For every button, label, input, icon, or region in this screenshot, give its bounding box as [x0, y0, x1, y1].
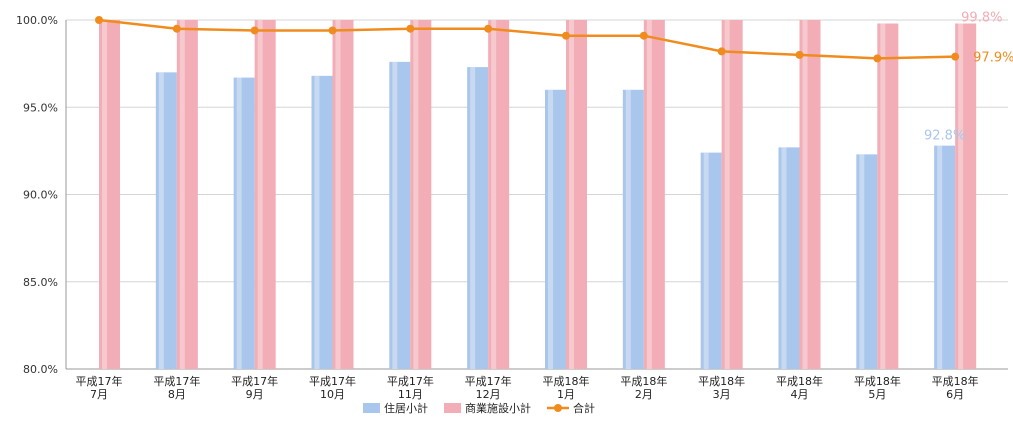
- total-line-point: [951, 52, 960, 61]
- x-tick-label: 平成18年 1月: [543, 374, 590, 401]
- x-tick-label: 平成18年 5月: [854, 374, 901, 401]
- bar-commercial: [488, 20, 510, 369]
- bar-commercial: [721, 20, 743, 369]
- legend-item: 商業施設小計: [444, 401, 531, 415]
- bar-commercial: [643, 20, 665, 369]
- x-tick-label: 平成17年 10月: [309, 374, 356, 401]
- bar-residential: [700, 152, 722, 369]
- x-tick-label: 平成18年 6月: [932, 374, 979, 401]
- legend-label: 合計: [573, 401, 595, 415]
- bar-commercial: [254, 20, 276, 369]
- bars: [99, 20, 977, 370]
- bar-commercial: [877, 23, 899, 370]
- legend-item: 合計: [547, 401, 595, 415]
- total-line-point: [484, 24, 493, 33]
- total-line-point: [639, 31, 648, 40]
- data-label: 92.8%: [924, 129, 965, 144]
- bar-commercial: [799, 20, 821, 369]
- y-axis-tick-labels: 100.0% 95.0% 90.0% 85.0% 80.0%: [16, 14, 58, 376]
- y-tick-label: 95.0%: [23, 101, 58, 114]
- bar-residential: [778, 147, 800, 369]
- x-tick-label: 平成17年 12月: [465, 374, 512, 401]
- bar-commercial: [955, 23, 977, 370]
- bar-residential: [856, 154, 878, 369]
- bar-residential: [155, 72, 177, 369]
- total-line-point: [172, 24, 181, 33]
- total-line-point: [406, 24, 415, 33]
- x-tick-label: 平成17年 8月: [153, 374, 200, 401]
- legend-label: 住居小計: [384, 401, 428, 415]
- total-line-point: [562, 31, 570, 40]
- bar-residential: [467, 67, 489, 370]
- bar-residential: [934, 145, 956, 369]
- legend: 住居小計 商業施設小計 合計: [363, 401, 595, 415]
- total-line-point: [873, 54, 882, 63]
- y-tick-label: 100.0%: [16, 14, 58, 27]
- bar-commercial: [410, 20, 432, 369]
- y-tick-label: 85.0%: [23, 276, 58, 289]
- x-tick-label: 平成17年 11月: [387, 374, 434, 401]
- x-tick-label: 平成18年 2月: [620, 374, 667, 401]
- total-line-point: [328, 26, 337, 35]
- total-line-point: [795, 50, 804, 59]
- x-axis-tick-labels: 平成17年 7月 平成17年 8月 平成17年 9月 平成17年 10月 平成17年 11月 平成1…: [76, 374, 979, 401]
- bar-residential: [389, 61, 411, 369]
- x-tick-label: 平成18年 3月: [698, 374, 745, 401]
- bar-residential: [233, 77, 255, 370]
- grid: [65, 19, 1008, 370]
- x-tick-label: 平成17年 9月: [231, 374, 278, 401]
- total-line-point: [250, 26, 259, 35]
- data-label: 97.9%: [973, 51, 1013, 66]
- bar-commercial: [332, 20, 354, 369]
- legend-label: 商業施設小計: [465, 401, 531, 415]
- total-line: [95, 16, 960, 63]
- bar-residential: [622, 89, 644, 370]
- y-tick-label: 80.0%: [23, 363, 58, 376]
- bar-residential: [311, 75, 333, 369]
- legend-item: 住居小計: [363, 401, 428, 415]
- y-tick-label: 90.0%: [23, 189, 58, 202]
- data-label: 99.8%: [961, 10, 1002, 25]
- x-tick-label: 平成18年 4月: [776, 374, 823, 401]
- data-labels: 99.8% 97.9% 92.8%: [924, 10, 1013, 143]
- bar-commercial: [566, 20, 587, 369]
- total-line-point: [95, 16, 103, 24]
- total-line-point: [717, 47, 726, 56]
- legend-swatch: [444, 403, 461, 413]
- bar-commercial: [99, 20, 120, 369]
- bar-commercial: [176, 20, 198, 369]
- total-line-path: [98, 18, 956, 60]
- bar-residential: [545, 89, 566, 370]
- legend-swatch: [363, 403, 380, 413]
- x-tick-label: 平成17年 7月: [76, 374, 123, 401]
